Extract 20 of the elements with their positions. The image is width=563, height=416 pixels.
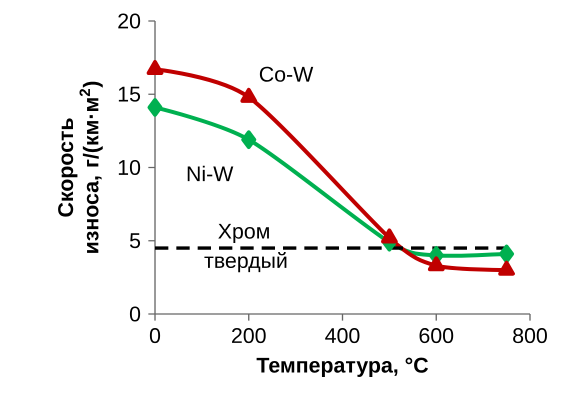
point (148, 98, 163, 117)
series-label: Ni-W (188, 166, 234, 182)
point (499, 244, 514, 264)
y-tick-label: 5 (130, 233, 140, 248)
series-label: Co-W (260, 66, 314, 82)
point (240, 88, 258, 103)
y-axis-title: Скорость износа, г/(км·м$^{2}$) (58, 82, 103, 253)
x-tick-label: 600 (420, 328, 454, 344)
x-tick-label: 400 (325, 328, 360, 344)
y-tick-label: 0 (130, 306, 140, 322)
x-tick-label: 0 (150, 328, 160, 344)
x-axis-title: Температура, °C (256, 358, 428, 377)
x-tick-label: 800 (513, 328, 547, 344)
point (146, 60, 164, 75)
x-tick-label: 200 (232, 328, 266, 344)
y-tick-label: 10 (118, 160, 140, 176)
ref-line-label: Хром твердый (204, 224, 286, 272)
y-tick-label: 15 (118, 86, 140, 102)
y-tick-label: 20 (118, 13, 140, 29)
point (241, 130, 256, 149)
